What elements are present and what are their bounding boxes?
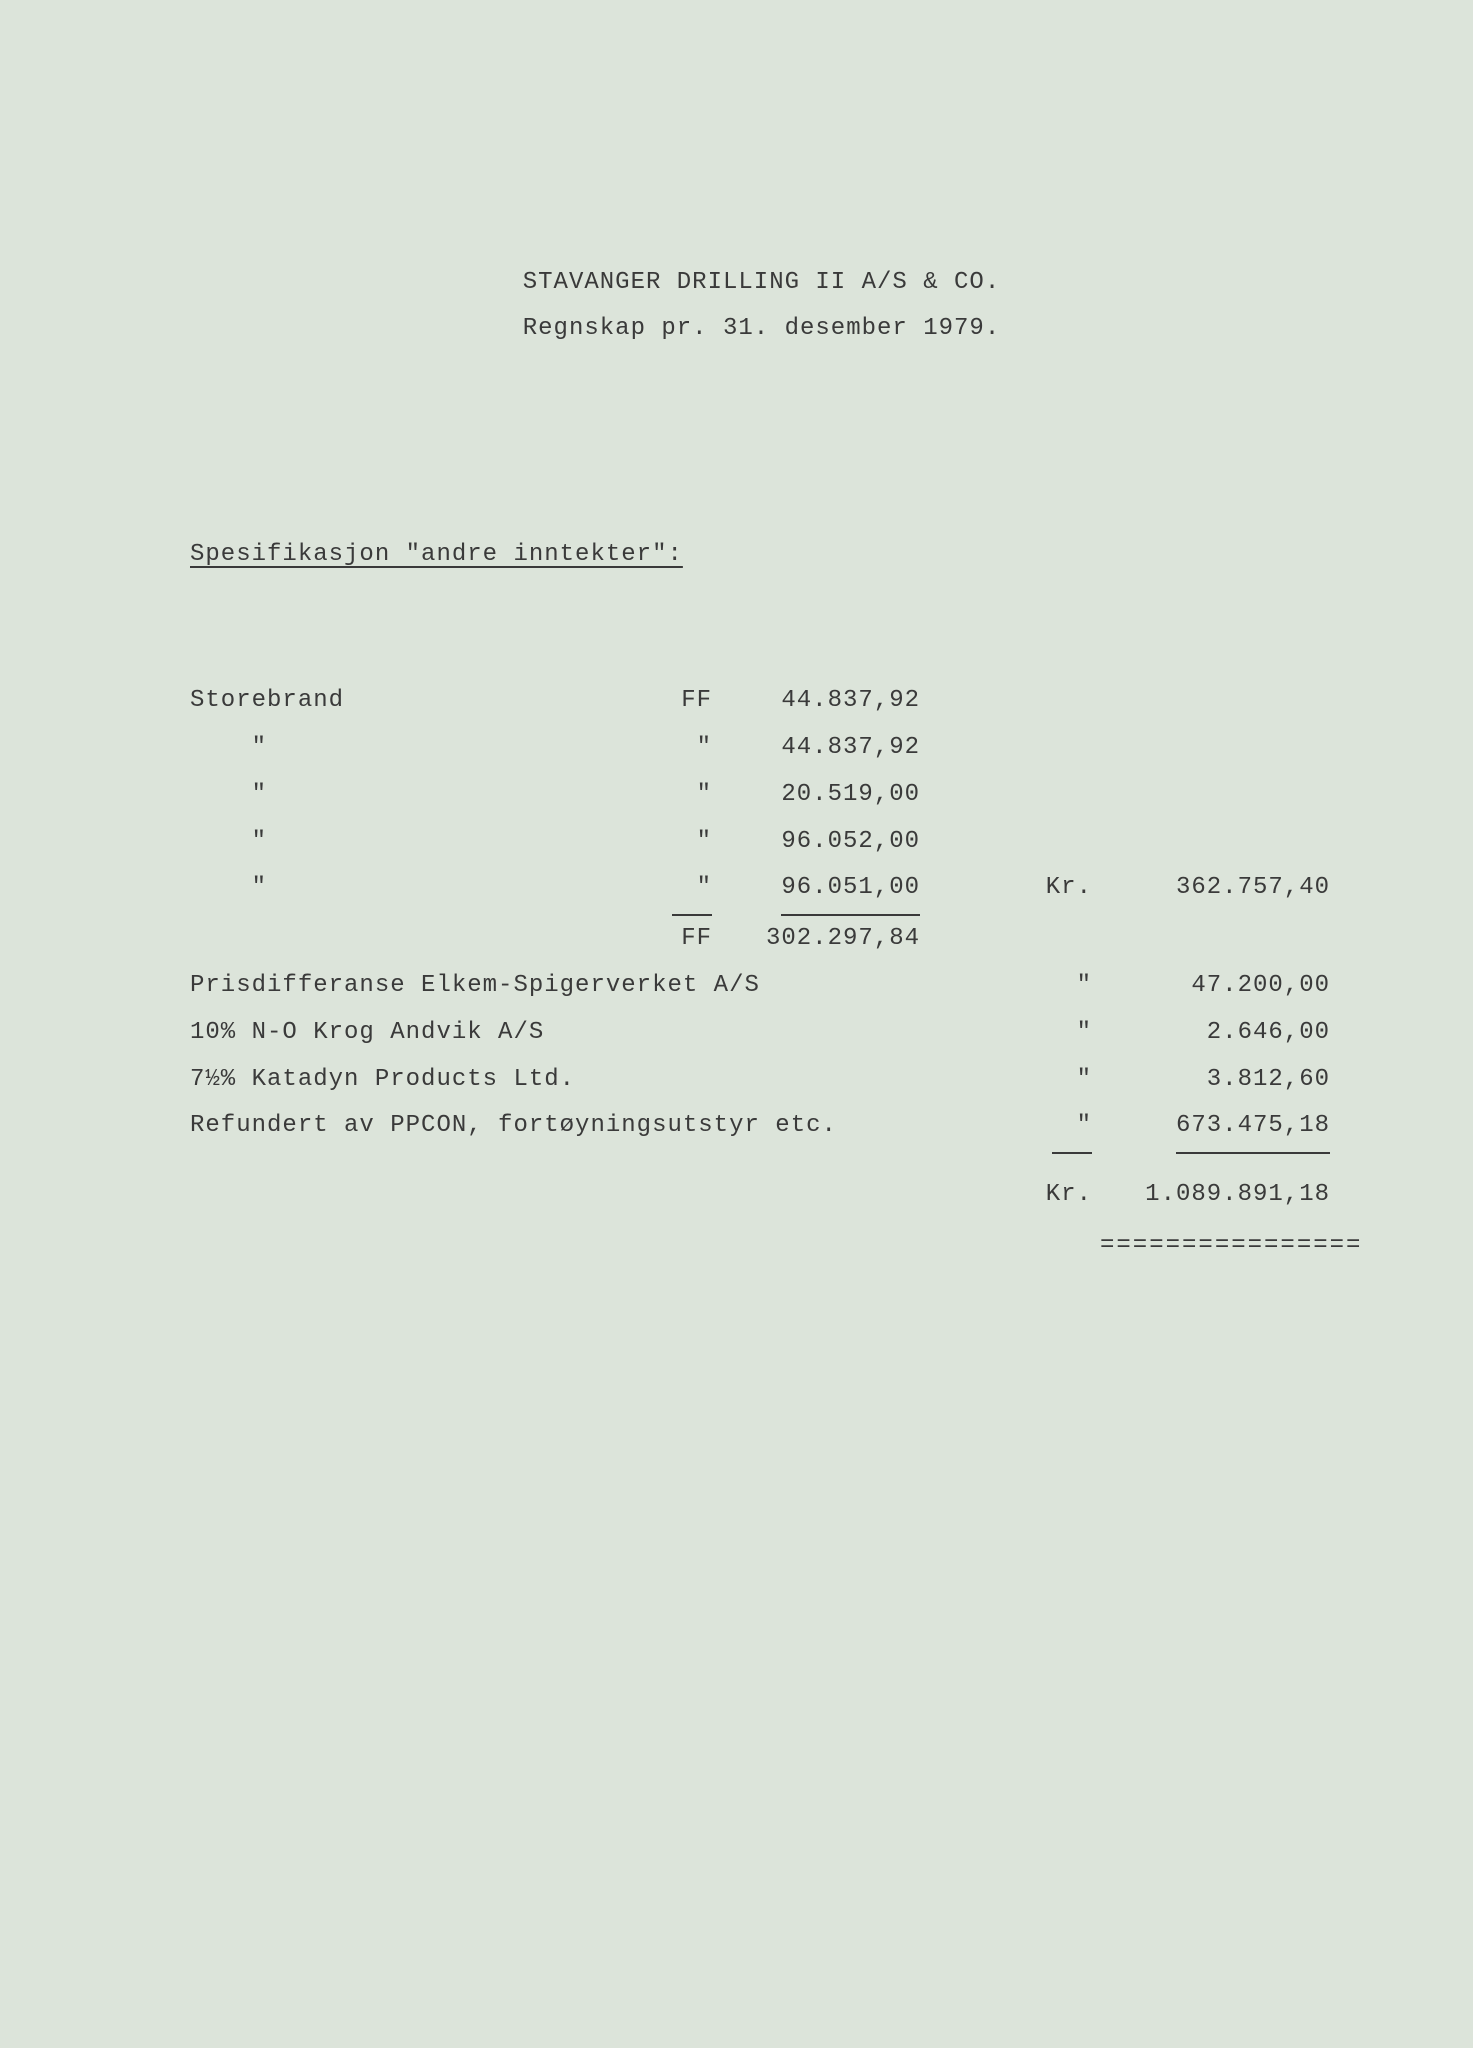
item-label: Refundert av PPCON, fortøyningsutstyr et… bbox=[190, 1103, 1030, 1154]
storebrand-amount-0: 44.837,92 bbox=[720, 678, 920, 725]
document-page: STAVANGER DRILLING II A/S & CO. Regnskap… bbox=[0, 0, 1473, 1270]
currency-ff: FF bbox=[650, 678, 720, 725]
item-amount: 673.475,18 bbox=[1100, 1103, 1330, 1154]
item-amount: 2.646,00 bbox=[1100, 1010, 1330, 1057]
line-item-row: 7½% Katadyn Products Ltd. " 3.812,60 bbox=[190, 1057, 1333, 1104]
storebrand-label: Storebrand bbox=[190, 678, 650, 725]
storebrand-row-last: " " 96.051,00 Kr. 362.757,40 bbox=[190, 865, 1333, 916]
line-item-row: Prisdifferanse Elkem-Spigerverket A/S " … bbox=[190, 963, 1333, 1010]
storebrand-row: " " 96.052,00 bbox=[190, 819, 1333, 866]
document-header: STAVANGER DRILLING II A/S & CO. Regnskap… bbox=[190, 260, 1333, 351]
header-line-1: STAVANGER DRILLING II A/S & CO. bbox=[190, 260, 1333, 306]
item-amount: 47.200,00 bbox=[1100, 963, 1330, 1010]
ditto-mark: " bbox=[190, 772, 650, 819]
total-amount: 1.089.891,18 bbox=[1100, 1154, 1330, 1219]
double-rule: ================ bbox=[1100, 1223, 1330, 1270]
ditto-mark: " bbox=[190, 725, 650, 772]
storebrand-row: Storebrand FF 44.837,92 bbox=[190, 678, 1333, 725]
ditto-mark: " bbox=[1030, 963, 1100, 1010]
currency-ff: FF bbox=[650, 916, 720, 963]
storebrand-amount-4: 96.051,00 bbox=[720, 865, 920, 916]
section-title: Spesifikasjon "andre inntekter": bbox=[190, 541, 1333, 568]
ditto-mark: " bbox=[1030, 1057, 1100, 1104]
line-item-row: 10% N-O Krog Andvik A/S " 2.646,00 bbox=[190, 1010, 1333, 1057]
ditto-mark: " bbox=[650, 725, 720, 772]
storebrand-amount-3: 96.052,00 bbox=[720, 819, 920, 866]
storebrand-amount-1: 44.837,92 bbox=[720, 725, 920, 772]
total-double-rule: ================ bbox=[190, 1223, 1333, 1270]
ditto-mark: " bbox=[1030, 1010, 1100, 1057]
currency-kr: Kr. bbox=[1030, 1154, 1100, 1219]
storebrand-subtotal: 302.297,84 bbox=[720, 916, 920, 963]
item-amount: 3.812,60 bbox=[1100, 1057, 1330, 1104]
ditto-mark: " bbox=[650, 865, 720, 916]
ditto-mark: " bbox=[190, 819, 650, 866]
total-row: Kr. 1.089.891,18 bbox=[190, 1154, 1333, 1219]
item-label: 10% N-O Krog Andvik A/S bbox=[190, 1010, 1030, 1057]
ditto-mark: " bbox=[1030, 1103, 1100, 1154]
storebrand-row: " " 44.837,92 bbox=[190, 725, 1333, 772]
ditto-mark: " bbox=[190, 865, 650, 916]
storebrand-right-total: 362.757,40 bbox=[1100, 865, 1330, 916]
ditto-mark: " bbox=[650, 772, 720, 819]
item-label: Prisdifferanse Elkem-Spigerverket A/S bbox=[190, 963, 1030, 1010]
storebrand-row: " " 20.519,00 bbox=[190, 772, 1333, 819]
ditto-mark: " bbox=[650, 819, 720, 866]
line-item-row-last: Refundert av PPCON, fortøyningsutstyr et… bbox=[190, 1103, 1333, 1154]
storebrand-amount-2: 20.519,00 bbox=[720, 772, 920, 819]
item-label: 7½% Katadyn Products Ltd. bbox=[190, 1057, 1030, 1104]
header-line-2: Regnskap pr. 31. desember 1979. bbox=[190, 306, 1333, 352]
storebrand-subtotal-row: FF 302.297,84 bbox=[190, 916, 1333, 963]
currency-kr: Kr. bbox=[1030, 865, 1100, 916]
